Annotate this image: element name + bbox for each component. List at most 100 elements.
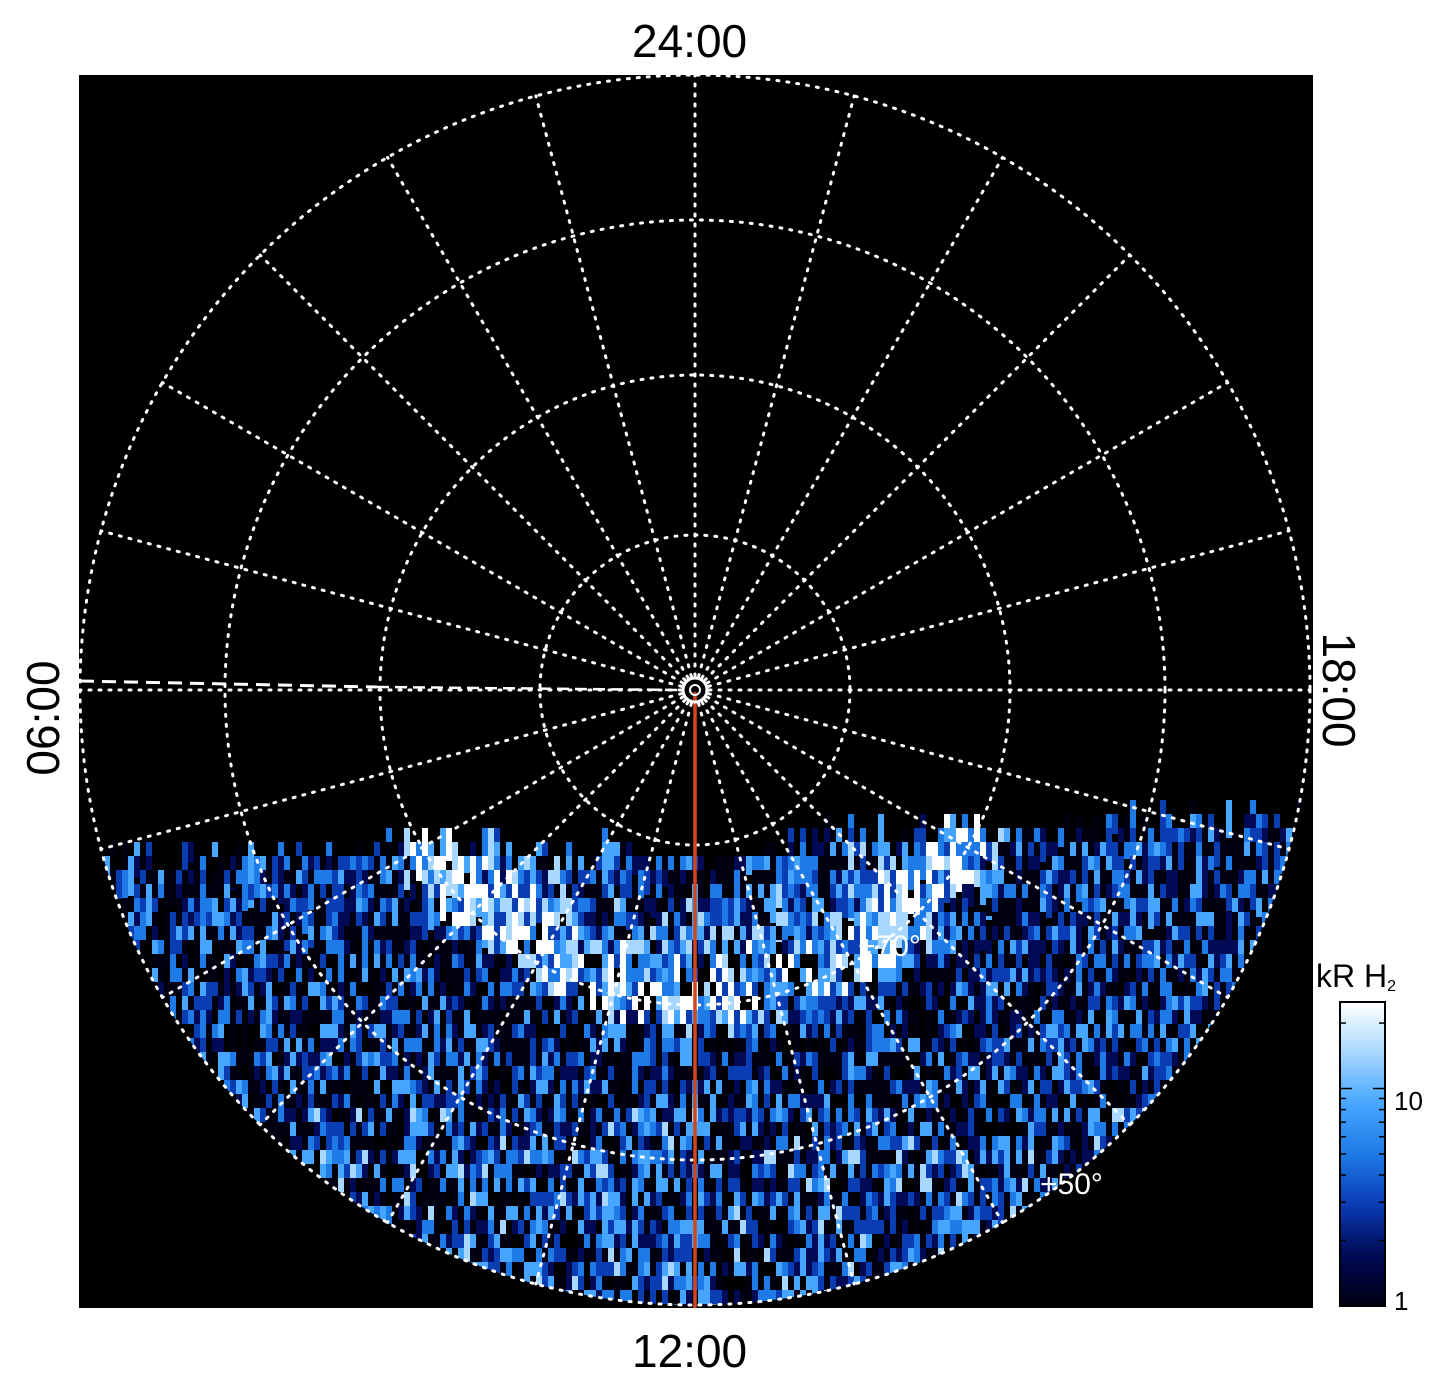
emission-pixel bbox=[926, 940, 932, 954]
emission-pixel bbox=[1208, 856, 1214, 874]
emission-pixel bbox=[1238, 954, 1244, 968]
emission-pixel bbox=[482, 1164, 488, 1178]
emission-pixel bbox=[158, 884, 164, 898]
emission-pixel bbox=[602, 1220, 608, 1234]
emission-pixel bbox=[938, 1206, 944, 1220]
emission-pixel bbox=[374, 884, 380, 902]
emission-pixel bbox=[782, 1080, 788, 1094]
emission-pixel bbox=[752, 1220, 758, 1234]
emission-pixel bbox=[512, 1150, 518, 1164]
emission-pixel bbox=[110, 870, 116, 887]
emission-pixel bbox=[404, 1150, 410, 1164]
emission-pixel bbox=[518, 1262, 524, 1276]
emission-pixel bbox=[242, 940, 248, 954]
longitude-line bbox=[534, 94, 693, 678]
emission-pixel bbox=[554, 1234, 560, 1248]
emission-pixel bbox=[926, 1094, 932, 1108]
emission-pixel bbox=[896, 982, 902, 996]
emission-pixel bbox=[152, 940, 158, 954]
emission-pixel bbox=[566, 1206, 572, 1220]
emission-pixel bbox=[872, 1122, 878, 1136]
emission-pixel bbox=[1196, 968, 1202, 982]
emission-pixel bbox=[764, 996, 770, 1010]
emission-pixel bbox=[842, 1052, 848, 1066]
emission-pixel bbox=[572, 1262, 578, 1276]
emission-pixel bbox=[998, 828, 1004, 842]
emission-pixel bbox=[1004, 898, 1010, 940]
emission-pixel bbox=[272, 996, 278, 1010]
emission-pixel bbox=[938, 1010, 944, 1024]
emission-pixel bbox=[884, 982, 890, 996]
emission-pixel bbox=[926, 1024, 932, 1038]
emission-pixel bbox=[1028, 870, 1034, 893]
emission-pixel bbox=[572, 1192, 578, 1206]
emission-pixel bbox=[452, 1038, 458, 1052]
emission-pixel bbox=[998, 1192, 1004, 1206]
emission-pixel bbox=[920, 1192, 926, 1206]
emission-pixel bbox=[464, 1024, 470, 1038]
emission-pixel bbox=[518, 996, 524, 1010]
emission-pixel bbox=[542, 1010, 548, 1024]
emission-pixel bbox=[410, 1150, 416, 1164]
emission-pixel bbox=[1094, 912, 1100, 939]
emission-pixel bbox=[674, 1108, 680, 1122]
emission-pixel bbox=[704, 926, 710, 940]
emission-pixel bbox=[1070, 1164, 1076, 1178]
emission-pixel bbox=[314, 1136, 320, 1150]
emission-pixel bbox=[374, 982, 380, 996]
emission-pixel bbox=[380, 1024, 386, 1038]
latitude-label-50: +50° bbox=[1040, 1168, 1103, 1201]
emission-pixel bbox=[968, 968, 974, 982]
emission-pixel bbox=[524, 1024, 530, 1038]
emission-pixel bbox=[830, 1248, 836, 1262]
emission-pixel bbox=[548, 1122, 554, 1136]
emission-pixel bbox=[410, 926, 416, 940]
emission-pixel bbox=[590, 1262, 596, 1276]
emission-pixel bbox=[1142, 926, 1148, 940]
emission-pixel bbox=[752, 1052, 758, 1066]
emission-pixel bbox=[1160, 940, 1166, 954]
emission-pixel bbox=[1058, 856, 1064, 872]
emission-pixel bbox=[326, 1094, 332, 1108]
emission-pixel bbox=[1172, 1052, 1178, 1066]
emission-pixel bbox=[998, 1010, 1004, 1024]
emission-pixel bbox=[1232, 940, 1238, 954]
emission-pixel bbox=[350, 1178, 356, 1192]
emission-pixel bbox=[854, 940, 860, 954]
emission-pixel bbox=[428, 1136, 434, 1150]
emission-pixel bbox=[1256, 842, 1262, 867]
emission-pixel bbox=[434, 968, 440, 982]
emission-pixel bbox=[446, 940, 452, 954]
emission-pixel bbox=[842, 1080, 848, 1094]
emission-pixel bbox=[788, 940, 794, 954]
emission-pixel bbox=[524, 926, 530, 940]
emission-pixel bbox=[302, 912, 308, 934]
emission-pixel bbox=[704, 1164, 710, 1178]
emission-pixel bbox=[974, 1080, 980, 1094]
emission-pixel bbox=[656, 1164, 662, 1178]
emission-pixel bbox=[512, 1080, 518, 1094]
emission-pixel bbox=[836, 1262, 842, 1276]
emission-pixel bbox=[668, 1038, 674, 1052]
emission-pixel bbox=[662, 1010, 668, 1024]
emission-pixel bbox=[200, 982, 206, 996]
emission-pixel bbox=[404, 1136, 410, 1150]
emission-pixel bbox=[1118, 1024, 1124, 1038]
emission-pixel bbox=[830, 1192, 836, 1206]
emission-pixel bbox=[368, 1108, 374, 1122]
emission-pixel bbox=[614, 1080, 620, 1094]
emission-pixel bbox=[1004, 954, 1010, 968]
emission-pixel bbox=[362, 1150, 368, 1164]
emission-pixel bbox=[344, 940, 350, 954]
emission-pixel bbox=[524, 940, 530, 954]
emission-pixel bbox=[770, 968, 776, 982]
emission-pixel bbox=[668, 1220, 674, 1234]
emission-pixel bbox=[800, 1262, 806, 1276]
emission-pixel bbox=[356, 996, 362, 1010]
emission-pixel bbox=[308, 1122, 314, 1136]
emission-pixel bbox=[626, 1052, 632, 1066]
emission-pixel bbox=[872, 1220, 878, 1234]
emission-pixel bbox=[632, 1276, 638, 1290]
emission-pixel bbox=[500, 1122, 506, 1136]
emission-pixel bbox=[1058, 1080, 1064, 1094]
